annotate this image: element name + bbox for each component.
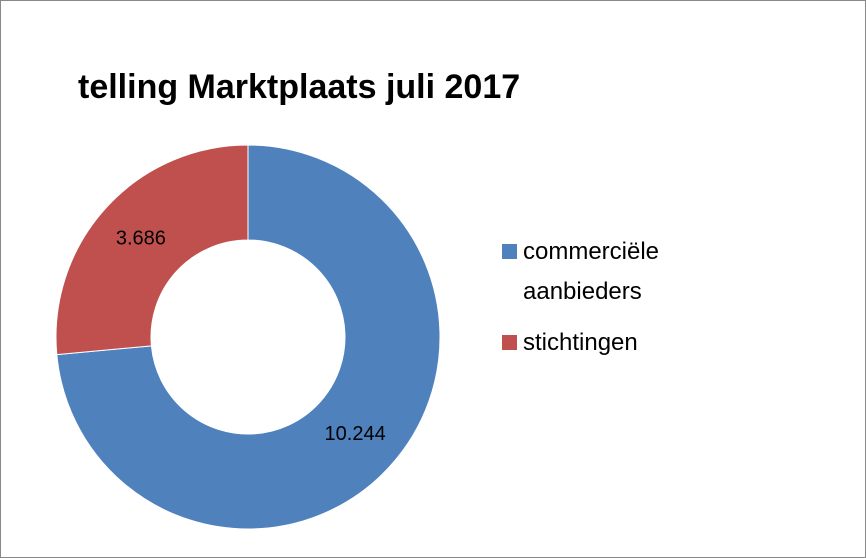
donut-segment bbox=[55, 144, 249, 356]
data-label: 10.244 bbox=[325, 423, 386, 445]
chart-title: telling Marktplaats juli 2017 bbox=[78, 68, 520, 106]
legend-swatch bbox=[502, 244, 517, 259]
legend-item: commerciële aanbieders bbox=[502, 232, 682, 312]
donut-segment bbox=[56, 144, 441, 530]
legend-label: commerciële aanbieders bbox=[523, 238, 660, 305]
data-label: 3.686 bbox=[116, 228, 166, 250]
legend-item: stichtingen bbox=[502, 323, 682, 363]
legend-swatch bbox=[502, 335, 517, 350]
legend-label: stichtingen bbox=[523, 329, 638, 356]
